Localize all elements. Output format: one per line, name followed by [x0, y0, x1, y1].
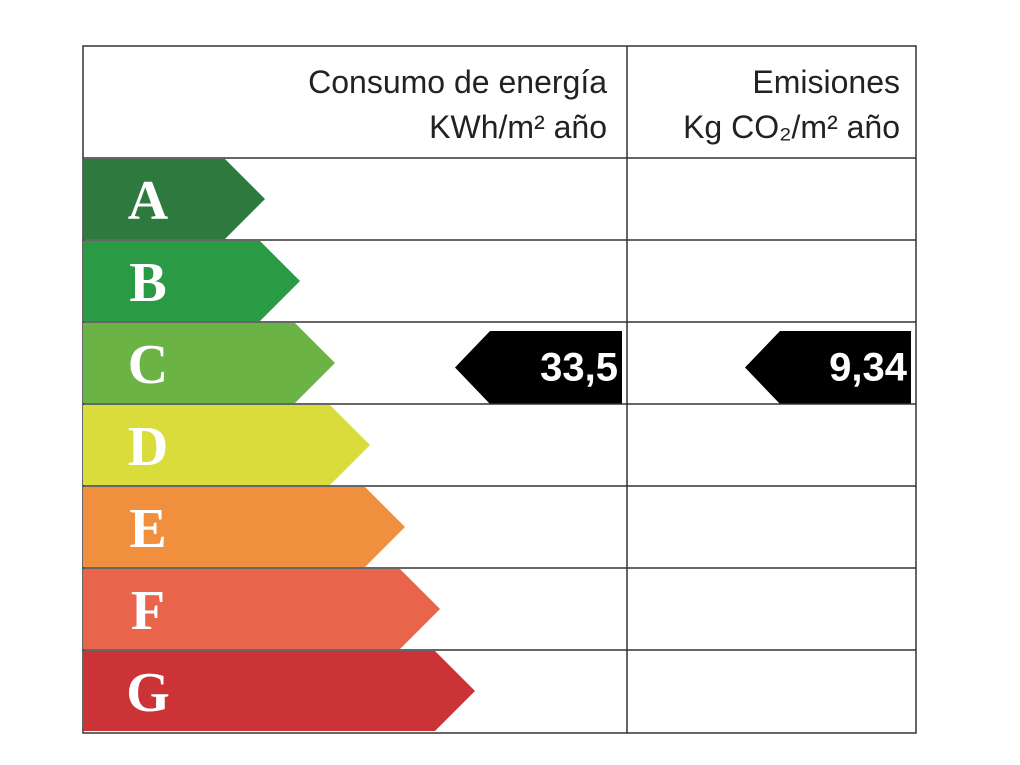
consumption-unit: KWh/m² año [429, 109, 607, 145]
value-arrow [745, 331, 911, 404]
rating-letter: C [128, 334, 168, 396]
rating-arrow [83, 323, 335, 403]
rating-arrow [83, 405, 370, 485]
rating-arrow [83, 569, 440, 649]
rating-arrow [83, 241, 300, 321]
rating-letter: G [126, 662, 170, 724]
rating-letter: A [128, 170, 169, 232]
value-arrow [455, 331, 622, 404]
value-label: 9,34 [829, 346, 908, 390]
rating-arrow [83, 651, 475, 731]
rating-letter: D [128, 416, 168, 478]
rating-arrow [83, 487, 405, 567]
emissions-unit: Kg CO₂/m² año [683, 109, 900, 145]
rating-letter: E [129, 498, 166, 560]
consumption-title: Consumo de energía [308, 64, 607, 100]
emissions-title: Emisiones [752, 64, 900, 100]
rating-letter: B [129, 252, 166, 314]
value-label: 33,5 [540, 346, 618, 390]
rating-letter: F [131, 580, 165, 642]
rating-arrow [83, 159, 265, 239]
